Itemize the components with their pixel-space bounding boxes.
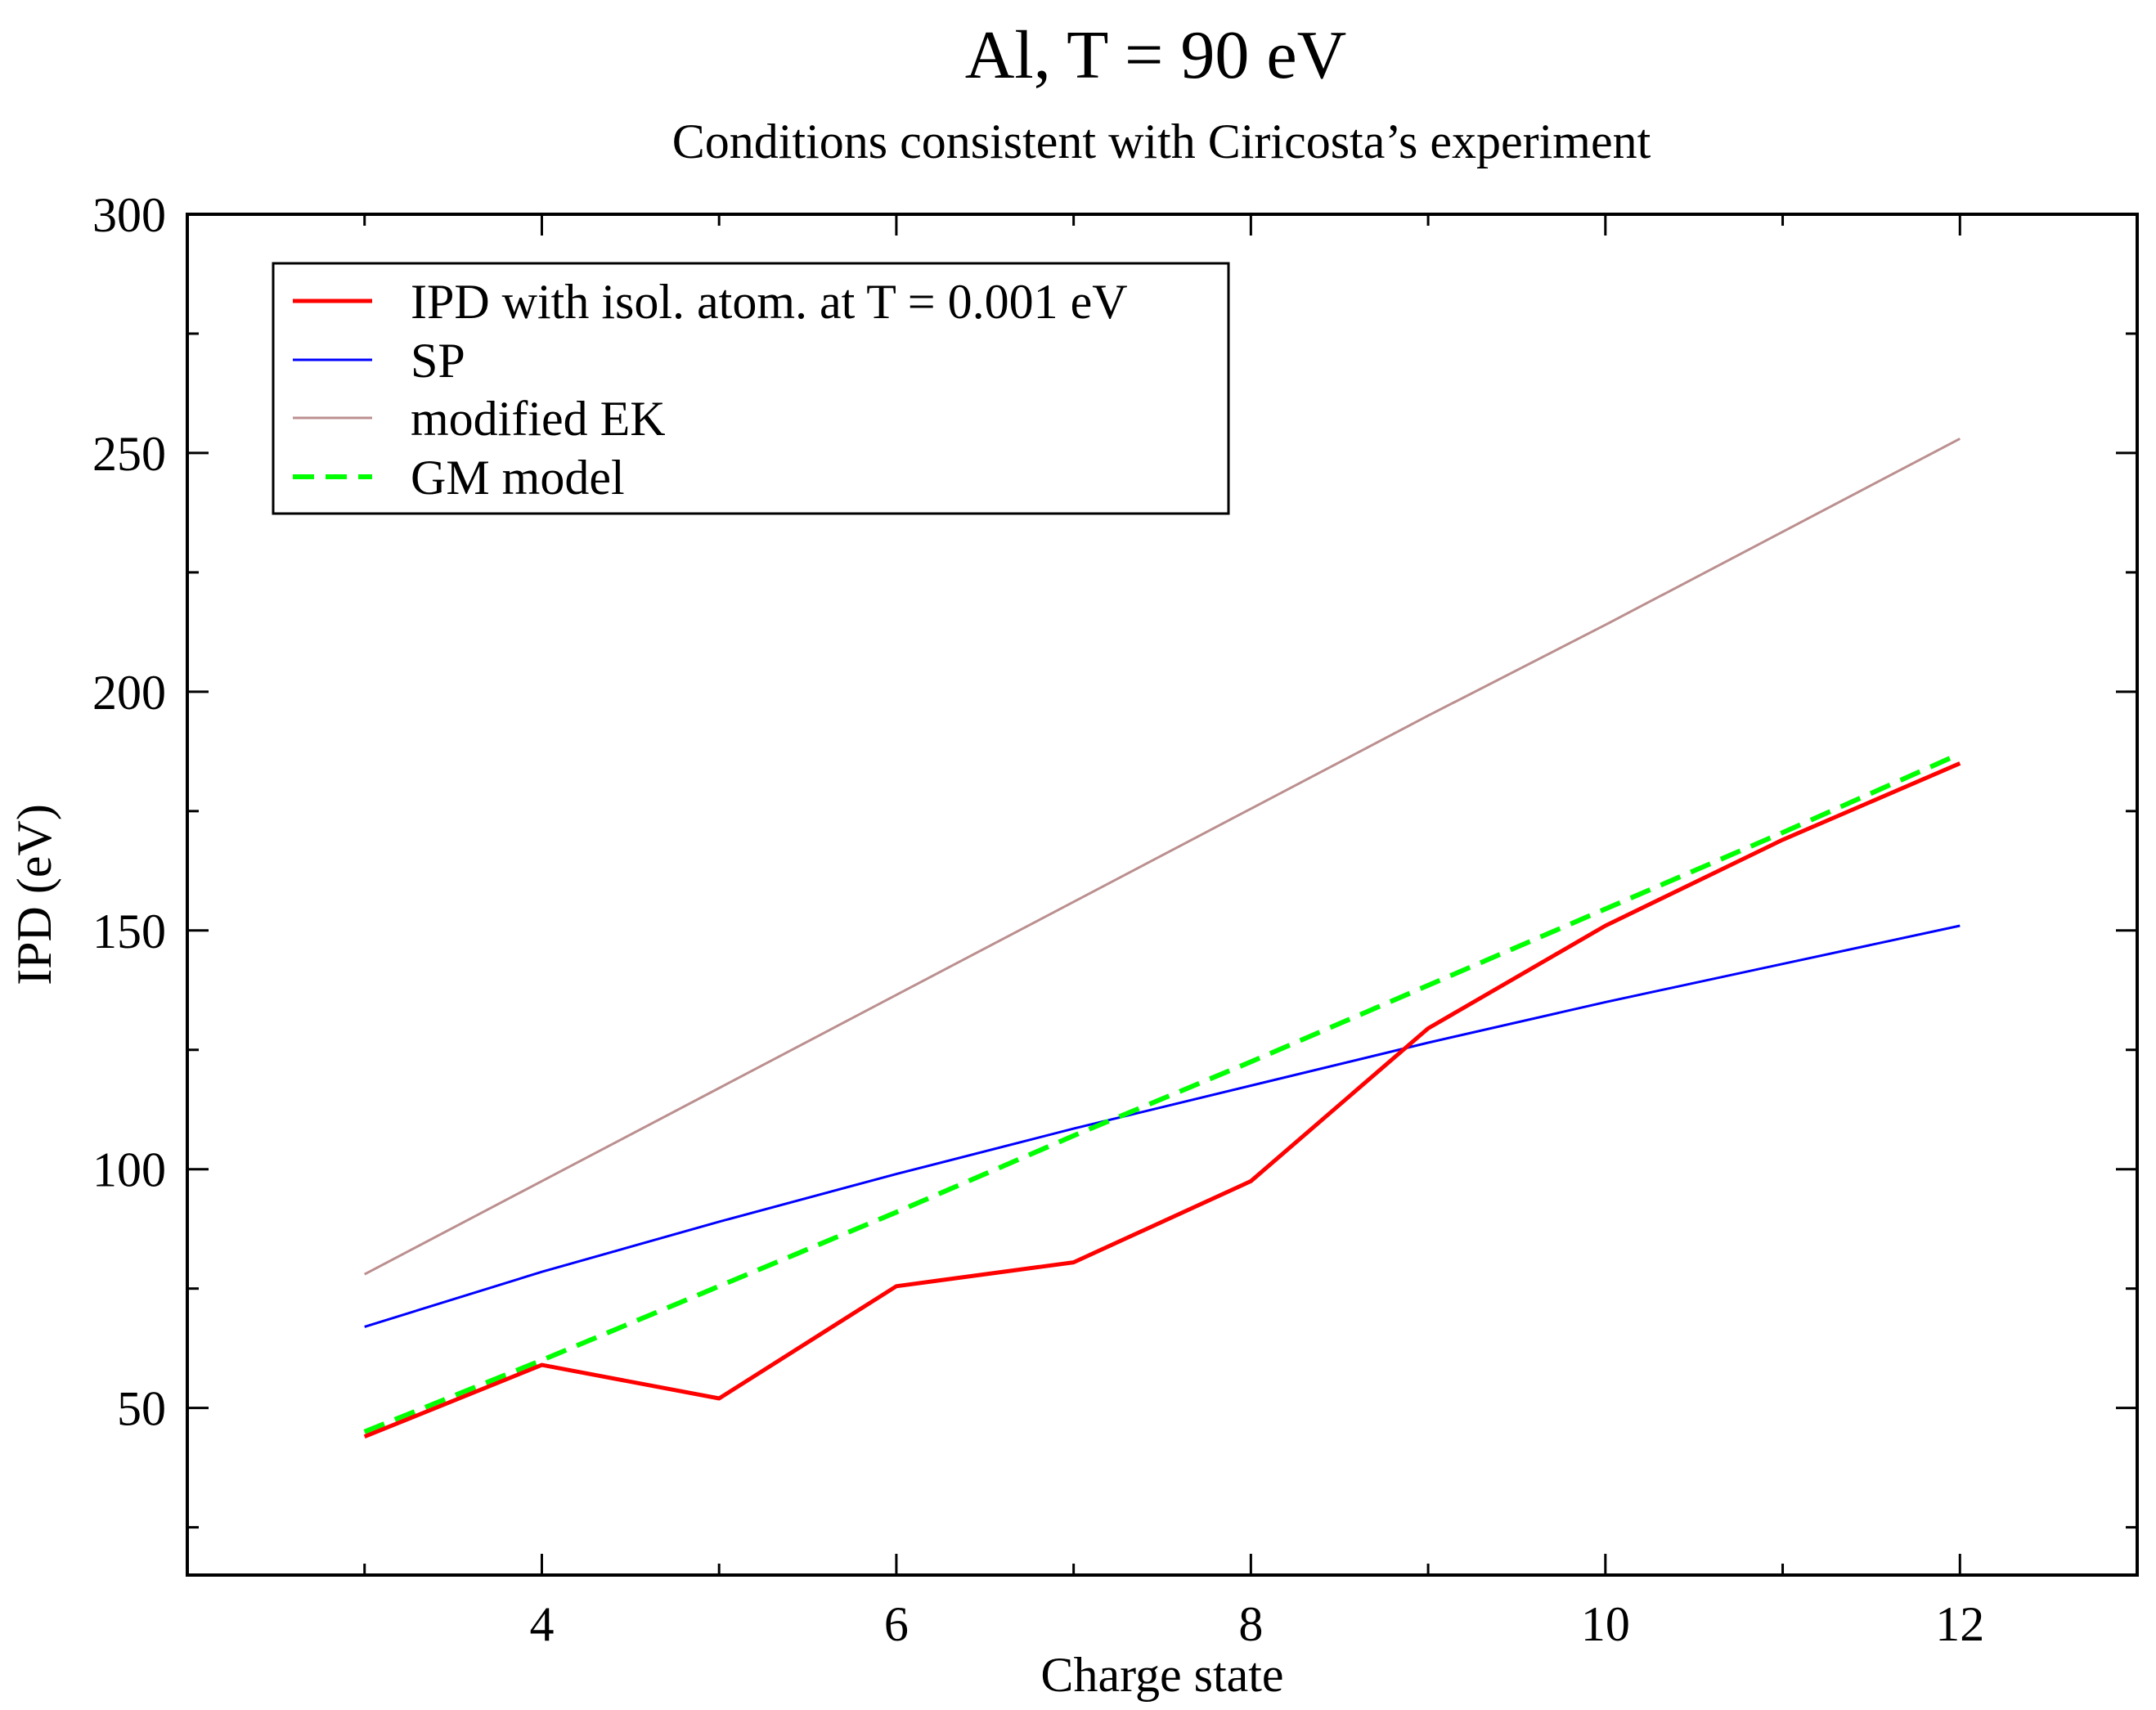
legend-label-1: SP: [411, 334, 465, 388]
chart-title: Al, T = 90 eV: [965, 17, 1347, 93]
x-tick-label: 8: [1238, 1597, 1263, 1651]
axis-ticks: 4 6 8 10 12 50 100 150 200 250 300: [92, 188, 2137, 1651]
y-axis-label: IPD (eV): [7, 804, 61, 985]
legend-label-0: IPD with isol. atom. at T = 0.001 eV: [411, 275, 1128, 329]
legend: IPD with isol. atom. at T = 0.001 eVSPmo…: [272, 262, 1230, 515]
chart-subtitle: Conditions consistent with Ciricosta’s e…: [672, 114, 1651, 168]
plot-series: [363, 438, 1961, 1439]
y-tick-label: 250: [92, 427, 166, 481]
legend-label-2: modified EK: [411, 392, 666, 446]
plot-frame: [186, 213, 2139, 1577]
y-tick-label: 50: [117, 1382, 166, 1436]
y-tick-label: 300: [92, 188, 166, 242]
legend-label-3: GM model: [411, 451, 625, 505]
series-line-2: [364, 438, 1961, 1276]
series-line-3: [363, 752, 1961, 1434]
y-tick-label: 150: [92, 904, 166, 958]
y-tick-label: 200: [92, 666, 166, 720]
series-line-1: [364, 924, 1961, 1328]
y-tick-label: 100: [92, 1143, 166, 1197]
x-tick-label: 10: [1581, 1597, 1630, 1651]
series-line-0: [363, 761, 1961, 1439]
x-tick-label: 12: [1935, 1597, 1984, 1651]
x-tick-label: 4: [529, 1597, 554, 1651]
legend-box: [272, 262, 1230, 515]
x-axis-label: Charge state: [1040, 1648, 1283, 1702]
x-tick-label: 6: [884, 1597, 909, 1651]
